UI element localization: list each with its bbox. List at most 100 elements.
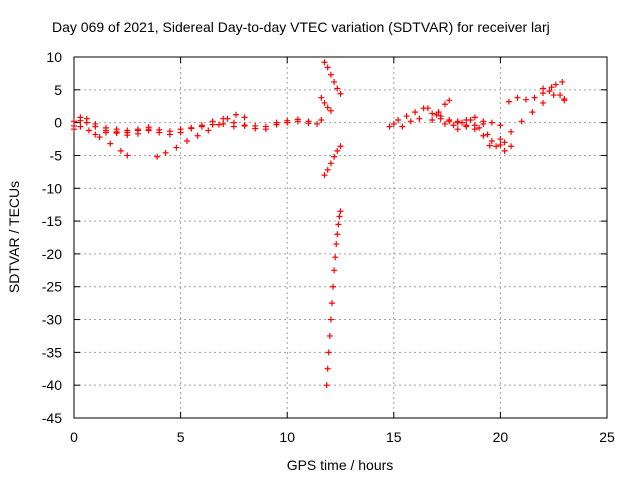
data-point [209,118,216,125]
series-arc-4 [92,127,152,139]
data-points [71,59,568,389]
data-point [83,115,90,122]
data-point [561,96,568,103]
data-point [327,71,334,78]
series-arc-9 [321,143,344,179]
data-point [337,143,344,150]
data-point [334,147,341,154]
data-point [318,94,325,101]
data-point [508,128,515,135]
data-point [552,81,559,88]
data-point [454,126,461,133]
data-point [471,122,478,129]
y-tick-label: 0 [54,115,62,131]
data-point [336,213,343,220]
y-axis-label: SDTVAR / TECUs [6,181,22,293]
x-axis-label: GPS time / hours [287,457,394,473]
data-point [497,122,504,129]
data-point [471,114,478,121]
data-point [330,283,337,290]
data-point [326,332,333,339]
data-point [224,115,231,122]
data-point [501,147,508,154]
y-tick-label: -15 [42,213,62,229]
data-point [486,142,493,149]
data-point [334,85,341,92]
x-tick-label: 10 [279,429,295,445]
data-point [328,300,335,307]
data-point [205,127,212,134]
y-tick-label: -25 [42,279,62,295]
x-tick-label: 0 [70,429,78,445]
data-point [77,114,84,121]
data-point [113,130,120,137]
data-point [441,101,448,108]
data-point [390,120,397,127]
data-point [412,109,419,116]
data-point [134,130,141,137]
data-point [403,113,410,120]
data-point [334,231,341,238]
series-arc-2 [71,114,312,138]
data-point [252,122,259,129]
x-tick-label: 15 [386,429,402,445]
data-point [71,118,77,125]
data-point [497,141,504,148]
plot-frame [73,56,608,419]
y-tick-label: -45 [42,410,62,426]
data-point [71,126,77,133]
data-point [215,121,222,128]
data-point [92,131,99,138]
data-point [550,92,557,99]
data-point [522,96,529,103]
data-point [233,111,240,118]
data-point [476,124,483,131]
data-point [459,119,466,126]
data-point [321,172,328,179]
data-point [463,117,470,124]
data-point [463,123,470,130]
data-point [314,120,321,127]
data-point [518,118,525,125]
data-point [437,113,444,120]
data-point [399,123,406,130]
data-point [446,97,453,104]
data-point [429,110,436,117]
data-point [318,117,325,124]
y-tick-label: 10 [46,49,62,65]
data-point [488,138,495,145]
data-point [424,105,431,112]
chart-title: Day 069 of 2021, Sidereal Day-to-day VTE… [52,19,550,35]
data-point [488,119,495,126]
data-point [321,59,328,66]
series-arc-8 [318,94,334,114]
data-point [540,99,547,106]
y-tick-label: -40 [42,377,62,393]
data-point [559,78,566,85]
data-point [194,132,201,139]
data-point [173,144,180,151]
data-point [331,153,338,160]
data-point [324,104,331,111]
series-arc-5 [154,111,248,160]
data-point [337,90,344,97]
data-point [429,117,436,124]
data-point [327,107,334,114]
series-arc-16 [505,84,568,105]
x-tick-label: 5 [177,429,185,445]
data-point [154,153,161,160]
series-arc-17 [540,78,566,95]
data-point [327,160,334,167]
data-point [548,84,555,91]
data-point [162,149,169,156]
grid-lines [74,57,607,418]
x-tick-label: 20 [493,429,509,445]
data-point [332,254,339,261]
data-point [188,125,195,132]
data-point [241,114,248,121]
data-point [333,241,340,248]
series-arc-18 [454,119,504,133]
data-point [497,136,504,143]
data-point [557,92,564,99]
data-point [546,88,553,95]
